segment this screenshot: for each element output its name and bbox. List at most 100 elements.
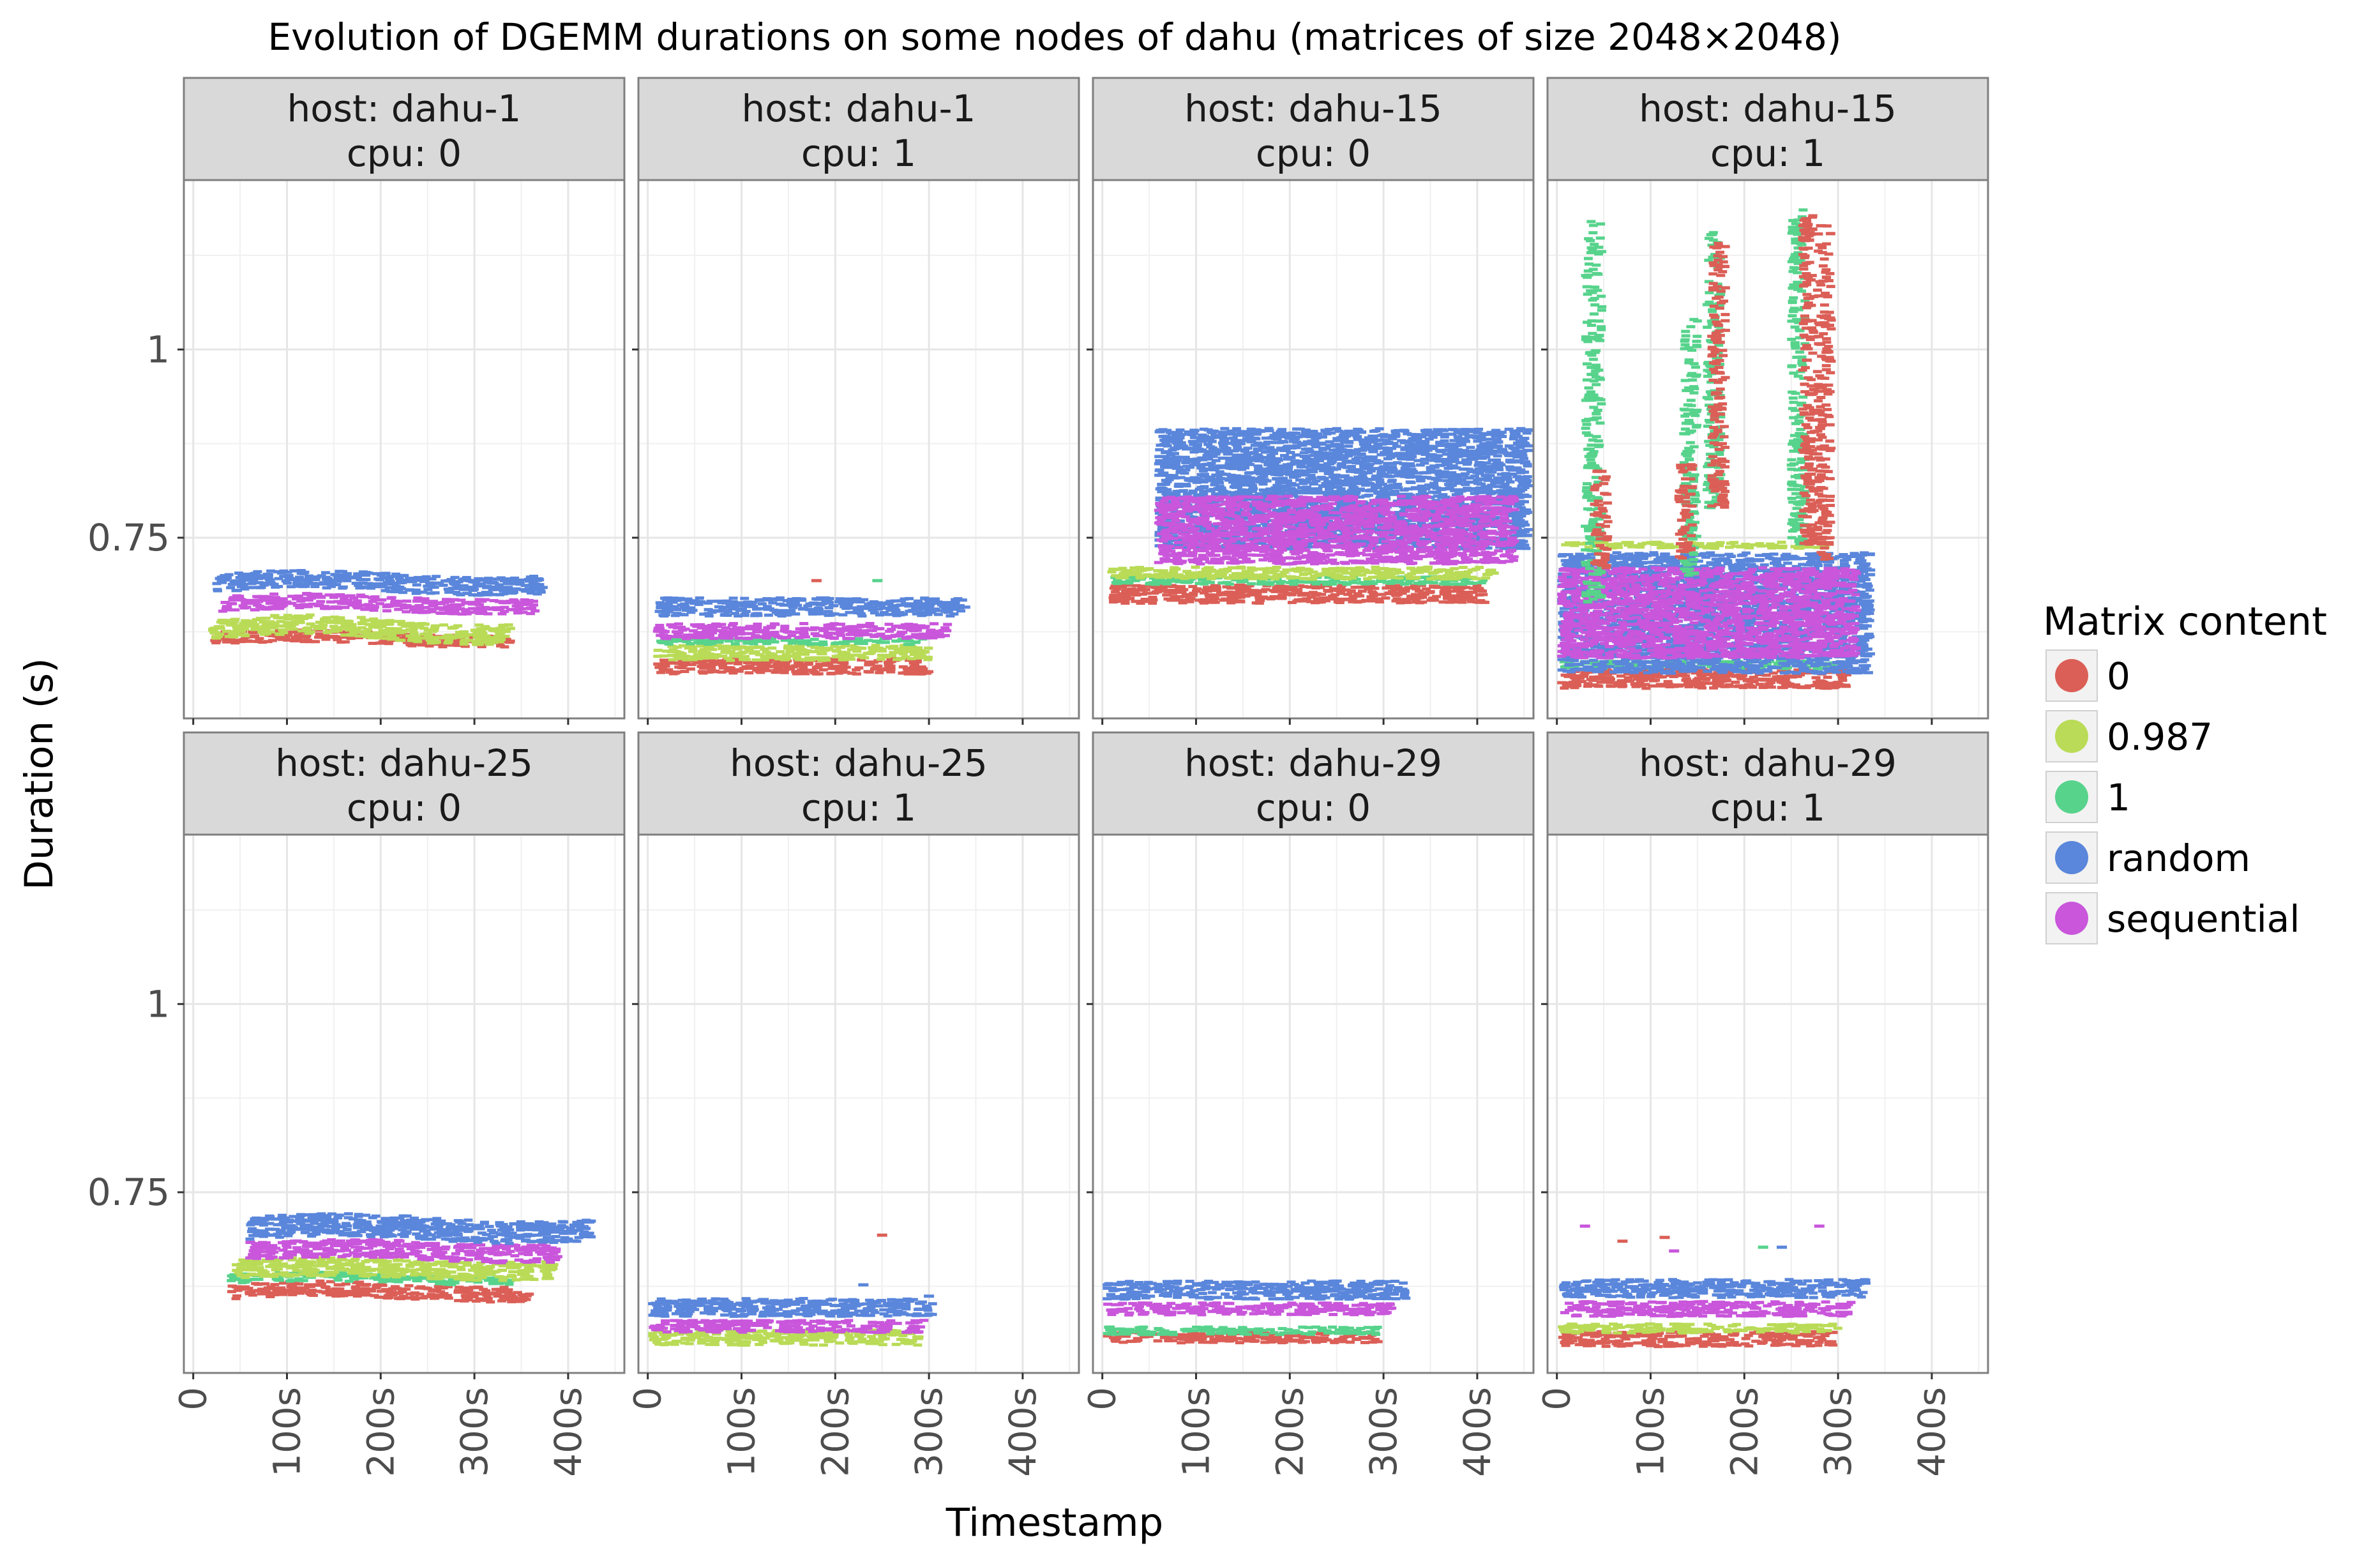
data-point bbox=[838, 602, 848, 605]
data-point bbox=[511, 600, 520, 604]
data-point bbox=[834, 671, 843, 675]
data-point bbox=[329, 595, 338, 599]
data-point bbox=[456, 598, 466, 602]
data-point bbox=[414, 603, 424, 607]
data-point bbox=[848, 644, 857, 648]
data-point bbox=[729, 622, 739, 626]
data-point bbox=[961, 605, 970, 609]
data-point bbox=[914, 607, 924, 611]
data-point bbox=[1369, 591, 1378, 595]
data-point bbox=[343, 631, 352, 635]
data-point bbox=[346, 637, 356, 640]
data-point bbox=[459, 584, 469, 587]
data-point bbox=[408, 629, 418, 633]
data-point bbox=[458, 587, 468, 591]
data-point bbox=[680, 602, 689, 606]
data-point bbox=[304, 605, 313, 609]
data-point bbox=[338, 570, 347, 573]
data-point bbox=[500, 609, 509, 613]
data-point bbox=[1118, 598, 1127, 602]
data-point bbox=[508, 590, 517, 594]
data-point bbox=[264, 596, 273, 600]
data-point bbox=[1393, 584, 1403, 587]
data-point bbox=[454, 639, 463, 642]
data-point bbox=[1124, 583, 1133, 587]
data-point bbox=[794, 658, 804, 662]
data-point bbox=[1306, 595, 1316, 599]
data-point bbox=[709, 627, 718, 631]
data-point bbox=[1254, 567, 1264, 571]
data-point bbox=[1129, 566, 1139, 570]
data-point bbox=[1317, 580, 1327, 584]
data-point bbox=[505, 640, 515, 644]
data-point bbox=[273, 603, 282, 607]
data-point bbox=[430, 586, 439, 589]
data-point bbox=[942, 629, 952, 633]
data-point bbox=[251, 600, 260, 604]
data-point bbox=[443, 587, 453, 591]
data-point bbox=[714, 605, 723, 609]
data-point bbox=[230, 618, 240, 621]
data-point bbox=[1454, 571, 1464, 575]
data-point bbox=[455, 603, 465, 607]
data-point bbox=[305, 613, 315, 617]
data-point bbox=[782, 635, 792, 639]
data-point bbox=[1261, 587, 1270, 591]
data-point bbox=[697, 649, 707, 653]
data-point bbox=[1118, 585, 1127, 589]
data-point bbox=[471, 633, 481, 637]
data-point bbox=[313, 604, 323, 608]
data-point bbox=[313, 593, 323, 596]
data-point bbox=[1107, 570, 1117, 574]
data-point bbox=[1470, 428, 1480, 432]
data-point bbox=[775, 596, 785, 600]
data-point bbox=[769, 597, 778, 601]
data-point bbox=[506, 626, 515, 630]
data-point bbox=[456, 607, 465, 610]
data-point bbox=[900, 597, 909, 601]
data-point bbox=[1336, 591, 1346, 595]
data-point bbox=[1218, 573, 1228, 577]
data-point bbox=[1452, 573, 1461, 577]
data-point bbox=[287, 585, 296, 589]
data-point bbox=[1254, 595, 1264, 599]
data-point bbox=[1192, 587, 1201, 591]
data-point bbox=[799, 607, 809, 610]
data-point bbox=[1208, 595, 1217, 599]
data-point bbox=[707, 669, 716, 672]
data-point bbox=[1284, 588, 1294, 592]
data-point bbox=[412, 625, 422, 629]
data-point bbox=[815, 662, 824, 666]
data-point bbox=[1469, 586, 1479, 590]
data-point bbox=[449, 640, 458, 644]
data-point bbox=[853, 639, 862, 642]
data-point bbox=[1343, 581, 1352, 585]
data-point bbox=[1212, 589, 1222, 593]
data-point bbox=[302, 634, 312, 638]
data-point bbox=[1244, 570, 1253, 574]
data-point bbox=[855, 633, 864, 637]
data-point bbox=[445, 598, 455, 602]
data-point bbox=[1410, 584, 1419, 587]
data-point bbox=[943, 623, 953, 626]
data-point bbox=[1221, 591, 1231, 595]
data-point bbox=[1293, 598, 1303, 602]
data-point bbox=[1290, 579, 1300, 582]
data-point bbox=[460, 644, 470, 648]
data-point bbox=[398, 603, 407, 607]
data-point bbox=[930, 602, 940, 605]
data-point bbox=[1382, 580, 1392, 584]
data-point bbox=[1266, 597, 1276, 601]
data-point bbox=[849, 631, 859, 635]
data-point bbox=[696, 644, 705, 648]
data-point bbox=[306, 622, 315, 626]
data-point bbox=[298, 639, 307, 642]
data-point bbox=[886, 664, 896, 668]
data-point bbox=[260, 631, 269, 635]
data-point bbox=[751, 666, 760, 670]
data-point bbox=[846, 637, 855, 640]
data-point bbox=[500, 605, 509, 609]
data-point bbox=[405, 621, 415, 625]
data-point bbox=[764, 613, 773, 617]
data-point bbox=[722, 599, 732, 603]
